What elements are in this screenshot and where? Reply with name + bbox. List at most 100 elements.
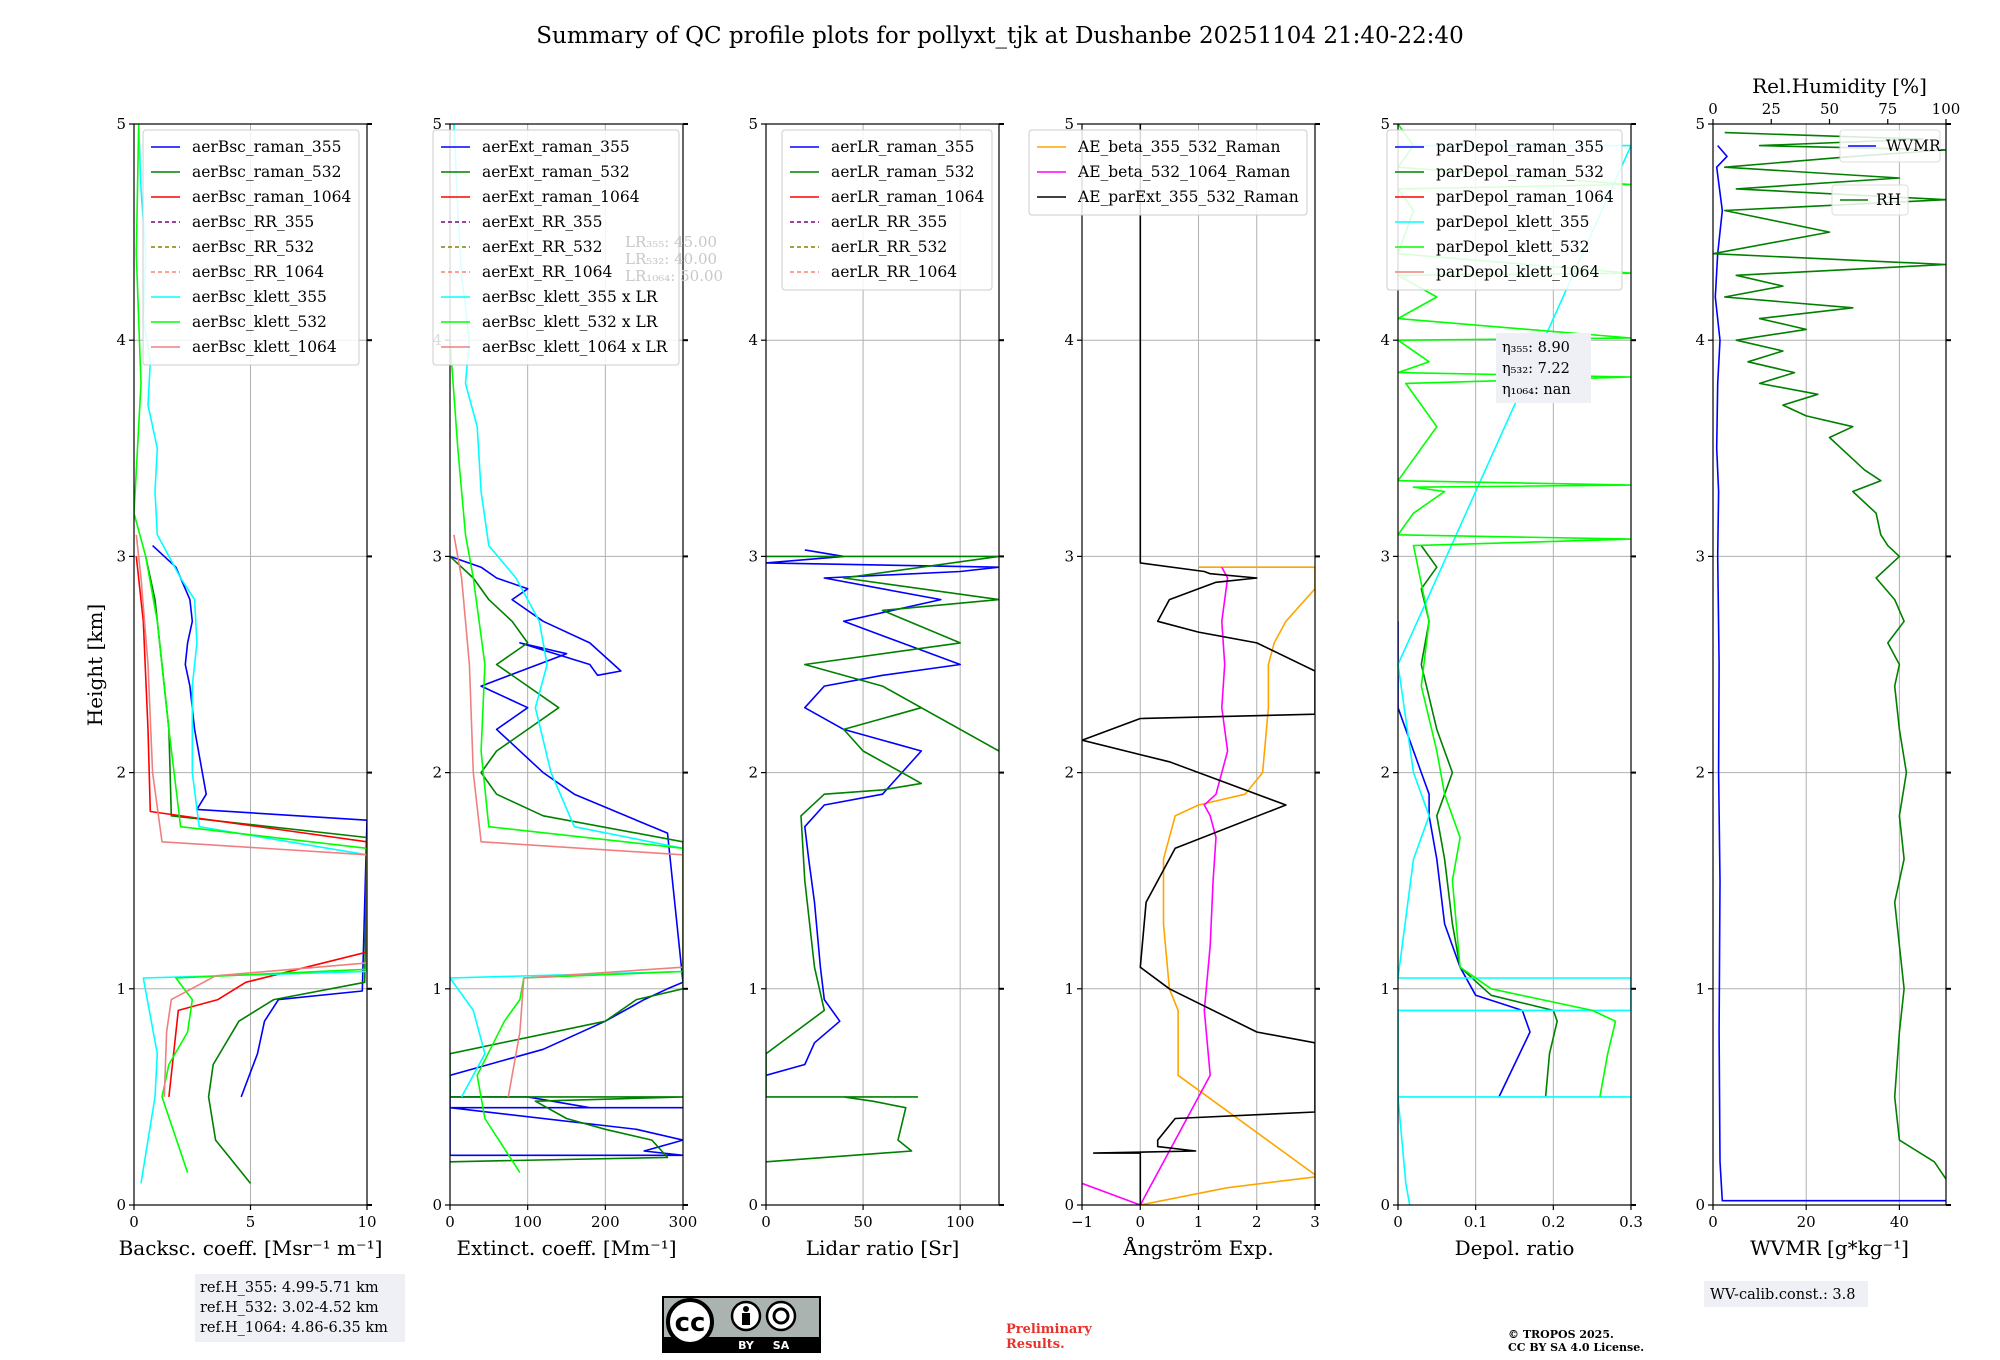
series-aerbsc-raman-1064: [135, 556, 367, 1097]
legend-label: aerBsc_raman_532: [192, 163, 342, 181]
y-tick-label: 2: [1064, 764, 1074, 782]
y-tick-label: 4: [1380, 331, 1390, 349]
y-tick-label: 1: [432, 980, 442, 998]
legend-label: parDepol_raman_532: [1436, 163, 1604, 181]
top-tick-label: 50: [1820, 100, 1839, 118]
cc-text: cc: [675, 1308, 706, 1338]
x-tick-label: −1: [1071, 1213, 1093, 1231]
top-tick-label: 25: [1762, 100, 1781, 118]
grid-ae: [1081, 123, 1316, 1206]
y-tick-label: 0: [1064, 1196, 1074, 1214]
x-tick-label: 0: [445, 1213, 455, 1231]
series-rh: [1713, 131, 1946, 1180]
legend-label: aerLR_raman_355: [831, 138, 974, 156]
x-tick-label: 10: [357, 1213, 376, 1231]
series-group-wv: [1713, 131, 1946, 1202]
legend-label: aerLR_RR_532: [831, 238, 947, 256]
legend-bsc: aerBsc_raman_355 aerBsc_raman_532 aerBsc_r…: [142, 129, 360, 366]
panel-wv: 0 20 40 0 1 2 3 4 5 WVMR [g*kg⁻¹] 0 25 50 75 100 Rel.Hu…: [1695, 74, 1960, 1307]
y-tick-label: 2: [1380, 764, 1390, 782]
y-tick-label: 5: [1695, 115, 1705, 133]
top-tick-label: 0: [1708, 100, 1718, 118]
legend-label: RH: [1876, 191, 1901, 209]
lr-annotation: LR₅₃₂: 40.00: [625, 250, 717, 268]
wv-calib-label: WV-calib.const.: 3.8: [1710, 1287, 1856, 1303]
x-tick-label: 0: [1708, 1213, 1718, 1231]
y-tick-label: 0: [1695, 1196, 1705, 1214]
x-tick-label: 3: [1310, 1213, 1320, 1231]
y-tick-label: 5: [748, 115, 758, 133]
x-tick-label: 1: [1194, 1213, 1204, 1231]
y-tick-label: 3: [1695, 547, 1705, 565]
x-tick-label: 0.2: [1541, 1213, 1565, 1231]
lr-annotation: LR₁₀₆₄: 50.00: [625, 267, 723, 285]
legend-label: parDepol_raman_355: [1436, 138, 1604, 156]
legend-lr: aerLR_raman_355 aerLR_raman_532 aerLR_rama…: [781, 129, 993, 291]
axes-frame-wv: [1712, 123, 1947, 1206]
legend-label: parDepol_klett_355: [1436, 213, 1589, 231]
legend-ext: aerExt_raman_355 aerExt_raman_532 aerExt_r…: [432, 129, 680, 366]
y-tick-label: 1: [748, 980, 758, 998]
x-axis-label-wv: WVMR [g*kg⁻¹]: [1750, 1236, 1909, 1260]
y-tick-label: 0: [748, 1196, 758, 1214]
legend-label: aerBsc_klett_532: [192, 313, 327, 331]
axes-frame-depol: [1397, 123, 1632, 1206]
series-group-lr: [766, 549, 999, 1163]
x-tick-label: 100: [513, 1213, 542, 1231]
y-tick-label: 4: [1695, 331, 1705, 349]
x-axis-label-depol: Depol. ratio: [1455, 1236, 1575, 1260]
eta-label: η₃₅₅: 8.90: [1502, 340, 1570, 356]
panel-depol: 0 0.1 0.2 0.3 0 1 2 3 4 5 Depol. ratio parDepol_ram…: [1380, 115, 1642, 1260]
x-tick-label: 5: [246, 1213, 256, 1231]
figure-title: Summary of QC profile plots for pollyxt_…: [536, 23, 1463, 49]
legend-ae: AE_beta_355_532_Raman AE_beta_532_1064_Ra…: [1028, 129, 1308, 216]
y-tick-label: 4: [1064, 331, 1074, 349]
ref-height-box: ref.H_355: 4.99-5.71 km ref.H_532: 3.02-…: [195, 1274, 405, 1342]
legend-label: aerBsc_klett_1064: [192, 338, 337, 356]
series-aerbsc-klett-532: [134, 124, 367, 1173]
series-aerlr-raman-355: [766, 549, 999, 1077]
y-tick-label: 1: [1695, 980, 1705, 998]
x-axis-label-ext: Extinct. coeff. [Mm⁻¹]: [456, 1236, 676, 1260]
series-aerbsc-klett-532-x-lr: [450, 340, 683, 1174]
y-tick-label: 3: [116, 547, 126, 565]
series-aerext-raman-532: [450, 555, 683, 1163]
legend-label: aerBsc_raman_1064: [192, 188, 352, 206]
y-tick-label: 5: [1064, 115, 1074, 133]
legend-label: aerLR_raman_1064: [831, 188, 984, 206]
x-tick-label: 0.1: [1464, 1213, 1488, 1231]
x-tick-label: 0: [129, 1213, 139, 1231]
legend-label: aerLR_RR_355: [831, 213, 947, 231]
y-tick-label: 1: [1064, 980, 1074, 998]
x-tick-label: 0: [1135, 1213, 1145, 1231]
legend-label: aerBsc_RR_1064: [192, 263, 324, 281]
sa-share-icon: [765, 1300, 797, 1332]
wv-calib-box: WV-calib.const.: 3.8: [1704, 1281, 1868, 1307]
x-tick-label: 50: [854, 1213, 873, 1231]
legend-label: parDepol_raman_1064: [1436, 188, 1614, 206]
series-aerext-raman-355: [450, 555, 683, 1157]
legend-label: AE_beta_532_1064_Raman: [1077, 163, 1290, 181]
series-aerbsc-klett-1064: [135, 534, 367, 1097]
axes-frame-lr: [765, 123, 1000, 1206]
panel-lr: 0 50 100 0 1 2 3 4 5 Lidar ratio [Sr] aerLR_raman_…: [748, 115, 1004, 1260]
legend-label: aerExt_RR_355: [482, 213, 603, 231]
preliminary-line2: Results.: [1006, 1337, 1065, 1352]
ref-height-355: ref.H_355: 4.99-5.71 km: [200, 1280, 379, 1296]
y-tick-label: 2: [748, 764, 758, 782]
legend-label: aerExt_RR_532: [482, 238, 603, 256]
series-pardepol-raman-532: [1420, 545, 1558, 1097]
legend-label: aerBsc_RR_355: [192, 213, 314, 231]
legend-label: parDepol_klett_532: [1436, 238, 1589, 256]
legend-label: aerBsc_klett_1064 x LR: [482, 338, 669, 356]
x-axis-label-bsc: Backsc. coeff. [Msr⁻¹ m⁻¹]: [119, 1236, 383, 1260]
legend-label: AE_beta_355_532_Raman: [1077, 138, 1280, 156]
legend-label: aerExt_raman_355: [482, 138, 630, 156]
legend-label: aerBsc_raman_355: [192, 138, 342, 156]
legend-depol: parDepol_raman_355 parDepol_raman_532 parD…: [1386, 129, 1623, 291]
series-pardepol-klett-355: [1398, 144, 1631, 1205]
y-tick-label: 3: [1380, 547, 1390, 565]
